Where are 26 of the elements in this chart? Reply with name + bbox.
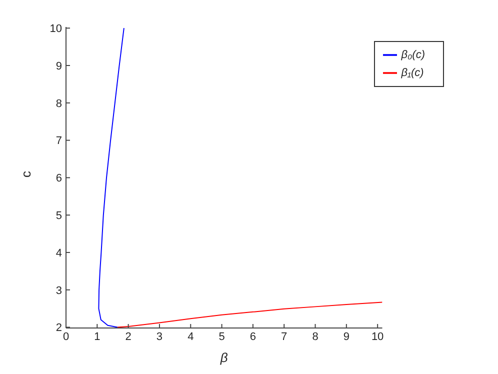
y-tick-label: 2 bbox=[56, 322, 62, 334]
y-tick-label: 5 bbox=[56, 210, 62, 222]
x-tick-label: 0 bbox=[62, 330, 70, 343]
y-tick-label: 8 bbox=[56, 98, 62, 110]
line-series bbox=[116, 302, 382, 328]
y-tick-label: 6 bbox=[56, 172, 62, 185]
x-axis-title: β bbox=[219, 350, 228, 365]
y-tick-label: 10 bbox=[50, 23, 62, 36]
legend-label: β₀(c) bbox=[401, 49, 425, 61]
x-tick-label: 5 bbox=[218, 330, 225, 343]
legend-label: β₁(c) bbox=[401, 67, 424, 79]
y-tick-label: 9 bbox=[56, 60, 62, 72]
x-tick-label: 7 bbox=[281, 330, 288, 343]
y-tick-label: 4 bbox=[56, 247, 62, 260]
x-tick-label: 8 bbox=[312, 330, 318, 343]
x-tick-label: 2 bbox=[125, 330, 132, 343]
y-tick-label: 7 bbox=[56, 135, 62, 148]
y-tick-label: 3 bbox=[56, 284, 62, 297]
x-tick-label: 6 bbox=[250, 330, 256, 343]
x-tick-label: 1 bbox=[94, 330, 100, 343]
x-tick-label: 4 bbox=[188, 330, 194, 343]
x-tick-label: 3 bbox=[156, 330, 163, 343]
line-series bbox=[98, 28, 124, 328]
y-axis-title: c bbox=[18, 170, 34, 178]
x-tick-label: 10 bbox=[371, 330, 384, 343]
x-tick-label: 9 bbox=[343, 330, 350, 343]
